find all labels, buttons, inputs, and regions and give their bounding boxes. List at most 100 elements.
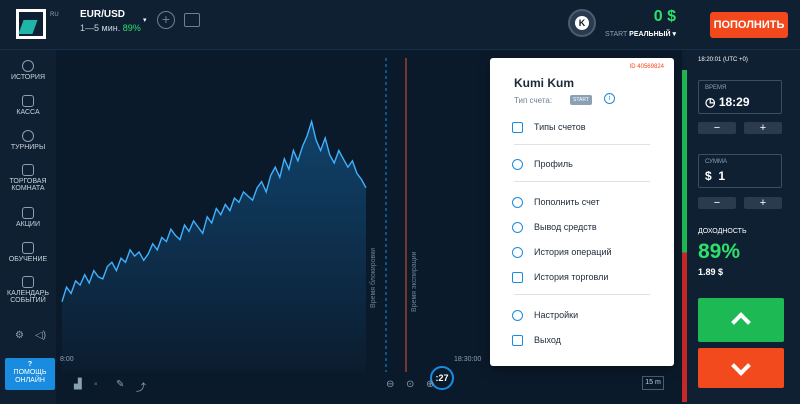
menu-item-label: Пополнить счет bbox=[534, 197, 600, 207]
help-online-button[interactable]: ? ПОМОЩЬ ОНЛАЙН bbox=[5, 358, 55, 390]
wallet-icon bbox=[22, 95, 34, 107]
gear-icon bbox=[512, 310, 523, 321]
pencil-icon[interactable]: ✎ bbox=[116, 379, 125, 390]
countdown-timer: :27 bbox=[430, 366, 454, 390]
time-value-text: 18:29 bbox=[718, 95, 750, 109]
drawing-tools-icon[interactable]: ⤴ bbox=[136, 383, 146, 394]
chart-canvas bbox=[61, 58, 407, 372]
avatar-letter: K bbox=[575, 16, 589, 30]
sidebar-item-history[interactable]: ИСТОРИЯ bbox=[0, 60, 56, 81]
balance-amount: 0 $ bbox=[653, 8, 676, 25]
asset-name: EUR/USD bbox=[80, 9, 126, 20]
gear-icon[interactable]: ⚙ bbox=[15, 330, 24, 341]
diamond-icon bbox=[512, 122, 523, 133]
sidebar: ИСТОРИЯ КАССА ТУРНИРЫ ТОРГОВАЯ КОМНАТА А… bbox=[0, 50, 56, 404]
divider bbox=[514, 294, 650, 295]
clock-icon bbox=[512, 247, 523, 258]
menu-item-label: Настройки bbox=[534, 310, 579, 320]
account-type-badge: START bbox=[570, 95, 592, 105]
avatar[interactable]: K bbox=[568, 9, 596, 37]
logout-icon bbox=[512, 335, 523, 346]
clock-icon: ◷ bbox=[705, 95, 716, 109]
balance[interactable]: 0 $ START РЕАЛЬНЫЙ ▾ bbox=[605, 8, 676, 38]
menu-item-label: История операций bbox=[534, 247, 612, 257]
call-up-button[interactable] bbox=[698, 298, 784, 342]
gift-icon bbox=[22, 207, 34, 219]
menu-item-label: Выход bbox=[534, 335, 561, 345]
top-bar: RU EUR/USD 1—5 мин. 89% ▾ + K 0 $ START … bbox=[0, 0, 800, 50]
sidebar-item-label: ИСТОРИЯ bbox=[10, 74, 45, 81]
info-icon[interactable]: i bbox=[604, 93, 615, 104]
amount-value: $ 1 bbox=[705, 169, 725, 183]
asset-selector[interactable]: EUR/USD 1—5 мин. 89% bbox=[80, 9, 141, 33]
price-chart[interactable]: Время блокировки Время экспирации :27 8:… bbox=[56, 50, 682, 390]
deposit-button[interactable]: ПОПОЛНИТЬ bbox=[710, 12, 788, 38]
logo-suffix: RU bbox=[50, 12, 59, 18]
amount-field[interactable]: СУММА $ 1 bbox=[698, 154, 782, 188]
amount-plus-button[interactable]: + bbox=[744, 197, 782, 209]
purchase-line-label: Время блокировки bbox=[370, 247, 377, 308]
time-axis-label-left: 8:00 bbox=[60, 356, 74, 363]
yield-amount: 1.89 $ bbox=[698, 267, 724, 277]
chevron-down-icon[interactable]: ▾ bbox=[143, 17, 147, 24]
sidebar-item-tournaments[interactable]: ТУРНИРЫ bbox=[0, 130, 56, 151]
time-label: ВРЕМЯ bbox=[705, 85, 727, 91]
asset-subtitle: 1—5 мин. 89% bbox=[80, 23, 141, 33]
clock-icon bbox=[22, 60, 34, 72]
account-menu: ID 40569824 Kumi Kum Тип счета: START i … bbox=[490, 58, 674, 366]
arrow-up-icon bbox=[731, 312, 751, 332]
logo[interactable] bbox=[16, 9, 46, 39]
plus-circle-icon bbox=[512, 197, 523, 208]
sidebar-item-education[interactable]: ОБУЧЕНИЕ bbox=[0, 242, 56, 263]
help-label: ПОМОЩЬ ОНЛАЙН bbox=[13, 369, 47, 384]
price-area bbox=[62, 121, 366, 372]
sidebar-item-label: КАССА bbox=[16, 109, 40, 116]
minus-circle-icon bbox=[512, 222, 523, 233]
chart-type-icon[interactable]: ▟ bbox=[74, 379, 82, 390]
trading-room-icon bbox=[22, 164, 34, 176]
menu-item-label: Вывод средств bbox=[534, 222, 597, 232]
fit-screen-icon[interactable]: ⊙ bbox=[406, 379, 415, 390]
zoom-in-icon[interactable]: ⊕ bbox=[426, 379, 435, 390]
trade-panel: 18:20:01 (UTC +0) ВРЕМЯ ◷ 18:29 − + СУММ… bbox=[682, 50, 800, 404]
sidebar-item-label: АКЦИИ bbox=[16, 221, 40, 228]
sidebar-item-promotions[interactable]: АКЦИИ bbox=[0, 207, 56, 228]
zoom-out-icon[interactable]: ⊖ bbox=[386, 379, 395, 390]
sidebar-item-label: КАЛЕНДАРЬ СОБЫТИЙ bbox=[7, 290, 49, 304]
account-id[interactable]: ID 40569824 bbox=[629, 64, 664, 70]
sidebar-item-label: ОБУЧЕНИЕ bbox=[8, 256, 48, 263]
menu-item-label: История торговли bbox=[534, 272, 609, 282]
trophy-icon bbox=[22, 130, 34, 142]
sidebar-item-cashier[interactable]: КАССА bbox=[0, 95, 56, 116]
graduation-cap-icon bbox=[22, 242, 34, 254]
yield-label: ДОХОДНОСТЬ bbox=[698, 228, 747, 235]
time-field[interactable]: ВРЕМЯ ◷ 18:29 bbox=[698, 80, 782, 114]
put-down-button[interactable] bbox=[698, 348, 784, 388]
indicators-icon[interactable]: ▪ bbox=[94, 379, 98, 390]
sidebar-item-label: ТОРГОВАЯ КОМНАТА bbox=[9, 178, 47, 192]
speaker-icon[interactable]: ◁) bbox=[35, 330, 47, 341]
add-asset-button[interactable]: + bbox=[157, 11, 175, 29]
layout-icon[interactable] bbox=[184, 13, 200, 27]
expiry-line-label: Время экспирации bbox=[411, 251, 418, 312]
chart-line-icon bbox=[512, 272, 523, 283]
time-minus-button[interactable]: − bbox=[698, 122, 736, 134]
calendar-icon bbox=[22, 276, 34, 288]
server-clock: 18:20:01 (UTC +0) bbox=[698, 57, 748, 63]
amount-stepper: − + bbox=[698, 197, 784, 209]
amount-currency: $ bbox=[705, 169, 712, 183]
timeframe-button[interactable]: 15 m bbox=[642, 376, 664, 390]
amount-label: СУММА bbox=[705, 159, 727, 165]
arrow-down-icon bbox=[731, 356, 751, 376]
amount-minus-button[interactable]: − bbox=[698, 197, 736, 209]
time-plus-button[interactable]: + bbox=[744, 122, 782, 134]
sidebar-item-calendar[interactable]: КАЛЕНДАРЬ СОБЫТИЙ bbox=[0, 276, 56, 304]
balance-type-value: РЕАЛЬНЫЙ ▾ bbox=[629, 31, 676, 38]
account-type-label: Тип счета: bbox=[514, 96, 553, 105]
yield-percent: 89% bbox=[698, 240, 741, 263]
price-line bbox=[61, 118, 367, 302]
balance-type: START РЕАЛЬНЫЙ ▾ bbox=[605, 30, 676, 38]
sidebar-item-trading-room[interactable]: ТОРГОВАЯ КОМНАТА bbox=[0, 164, 56, 192]
menu-item-label: Профиль bbox=[534, 159, 573, 169]
divider bbox=[514, 144, 650, 145]
